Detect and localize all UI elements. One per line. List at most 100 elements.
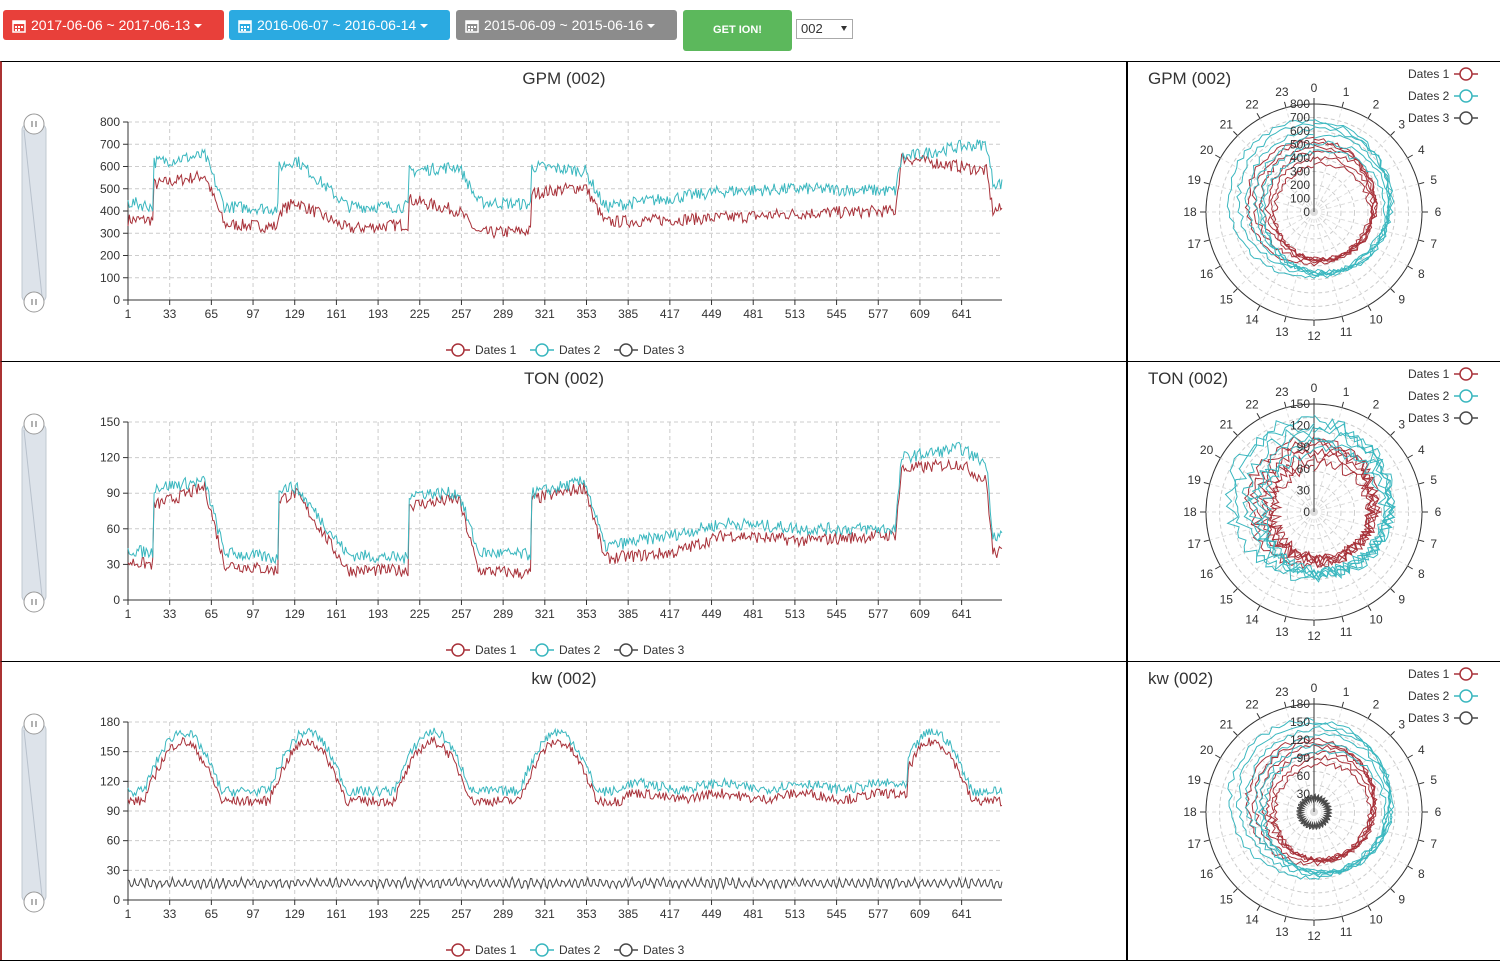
r-tick-label: 150	[1290, 715, 1310, 729]
date-range-3-button[interactable]: 2015-06-09 ~ 2015-06-16	[456, 10, 677, 40]
polar-series-dates-2	[1226, 118, 1390, 279]
x-tick-label: 97	[246, 607, 260, 621]
x-tick-label: 33	[163, 307, 177, 321]
x-tick-label: 513	[785, 907, 805, 921]
angle-tick	[1256, 413, 1261, 419]
legend-label: Dates 2	[559, 943, 601, 957]
r-tick-label: 700	[1290, 111, 1310, 125]
dropdown-arrow-icon	[841, 26, 847, 31]
angle-tick	[1233, 731, 1238, 736]
angle-tick-label: 3	[1398, 417, 1405, 431]
legend-marker	[1459, 89, 1473, 103]
angle-tick-label: 22	[1245, 398, 1259, 412]
angle-tick-label: 2	[1373, 398, 1380, 412]
x-tick-label: 289	[493, 607, 513, 621]
r-tick-label: 120	[1290, 733, 1310, 747]
y-tick-label: 200	[100, 249, 120, 263]
polar-spoke	[1313, 511, 1343, 617]
angle-tick-label: 13	[1275, 925, 1289, 939]
angle-tick-label: 7	[1430, 537, 1437, 551]
x-tick-label: 65	[205, 907, 219, 921]
zoom-handle-bottom[interactable]	[23, 891, 45, 913]
device-select[interactable]: 002	[796, 19, 853, 39]
zoom-handle-top[interactable]	[23, 713, 45, 735]
polar-spoke	[1313, 718, 1369, 813]
angle-tick-label: 23	[1275, 685, 1289, 699]
legend-label: Dates 1	[475, 643, 517, 657]
zoom-slider[interactable]	[21, 413, 47, 613]
x-tick-label: 289	[493, 907, 513, 921]
y-tick-label: 60	[107, 834, 121, 848]
series-line-dates-1	[127, 735, 1003, 808]
polar-series-dates-1	[1244, 136, 1376, 267]
date-range-1-button[interactable]: 2017-06-06 ~ 2017-06-13	[3, 10, 224, 40]
polar-spoke	[1313, 735, 1391, 813]
r-tick-label: 200	[1290, 178, 1310, 192]
zoom-handle-top[interactable]	[23, 113, 45, 135]
series-line-dates-1	[127, 458, 1003, 580]
date-range-2-button[interactable]: 2016-06-07 ~ 2016-06-14	[229, 10, 450, 40]
date-range-2-label: 2016-06-07 ~ 2016-06-14	[257, 17, 417, 33]
x-tick-label: 385	[618, 307, 638, 321]
polar-spoke	[1285, 211, 1315, 317]
gpm-line-chart: GPM (002) 0 100 200 300 400 500 600 700 800 1 33 65 9…	[21, 69, 1003, 357]
x-tick-label: 481	[743, 907, 763, 921]
angle-tick	[1215, 865, 1221, 870]
x-tick-label: 65	[205, 607, 219, 621]
angle-tick	[1341, 616, 1344, 623]
polar-series-dates-2	[1235, 722, 1392, 877]
polar-spoke	[1313, 211, 1369, 306]
angle-tick	[1256, 113, 1261, 119]
angle-tick	[1284, 316, 1287, 323]
bottom-border	[0, 960, 1500, 961]
angle-tick	[1341, 101, 1344, 108]
angle-tick	[1418, 182, 1425, 185]
polar-spoke	[1237, 811, 1315, 889]
polar-spoke	[1313, 211, 1343, 317]
angle-tick-label: 11	[1340, 325, 1353, 339]
legend-label: Dates 2	[559, 343, 601, 357]
calendar-icon	[12, 20, 26, 34]
zoom-track	[21, 423, 47, 603]
angle-tick	[1367, 305, 1372, 311]
angle-tick	[1418, 239, 1425, 242]
y-tick-label: 600	[100, 160, 120, 174]
legend-label: Dates 3	[1408, 411, 1450, 425]
angle-tick-label: 21	[1220, 117, 1234, 131]
zoom-handle-top[interactable]	[23, 413, 45, 435]
angle-tick-label: 17	[1188, 837, 1202, 851]
r-tick-label: 400	[1290, 151, 1310, 165]
polar-series-dates-1	[1268, 451, 1380, 568]
angle-tick-label: 1	[1343, 385, 1350, 399]
angle-tick	[1284, 101, 1287, 108]
x-tick-label: 97	[246, 307, 260, 321]
get-ion-button[interactable]: GET ION!	[683, 10, 792, 51]
polar-series-dates-2	[1252, 133, 1394, 276]
x-tick-label: 225	[410, 607, 430, 621]
angle-tick-label: 20	[1200, 143, 1214, 157]
zoom-handle-bottom[interactable]	[23, 591, 45, 613]
r-tick-label: 800	[1290, 97, 1310, 111]
angle-tick	[1418, 482, 1425, 485]
x-tick-label: 385	[618, 907, 638, 921]
angle-tick-label: 17	[1188, 537, 1202, 551]
polar-series-dates-1	[1264, 150, 1378, 263]
angle-tick	[1233, 588, 1238, 593]
angle-tick-label: 10	[1369, 612, 1383, 626]
angle-tick	[1367, 905, 1372, 911]
polar-spoke	[1313, 407, 1343, 513]
x-tick-label: 577	[868, 907, 888, 921]
x-tick-label: 545	[827, 607, 847, 621]
legend-marker	[1459, 667, 1473, 681]
zoom-handle-bottom[interactable]	[23, 291, 45, 313]
angle-tick-label: 21	[1220, 717, 1234, 731]
angle-tick-label: 14	[1245, 612, 1259, 626]
r-tick-label: 0	[1303, 205, 1310, 219]
angle-tick	[1203, 782, 1210, 785]
angle-tick-label: 16	[1200, 867, 1214, 881]
angle-tick	[1284, 401, 1287, 408]
x-tick-label: 33	[163, 907, 177, 921]
zoom-slider[interactable]	[21, 113, 47, 313]
x-tick-label: 225	[410, 307, 430, 321]
zoom-slider[interactable]	[21, 713, 47, 913]
